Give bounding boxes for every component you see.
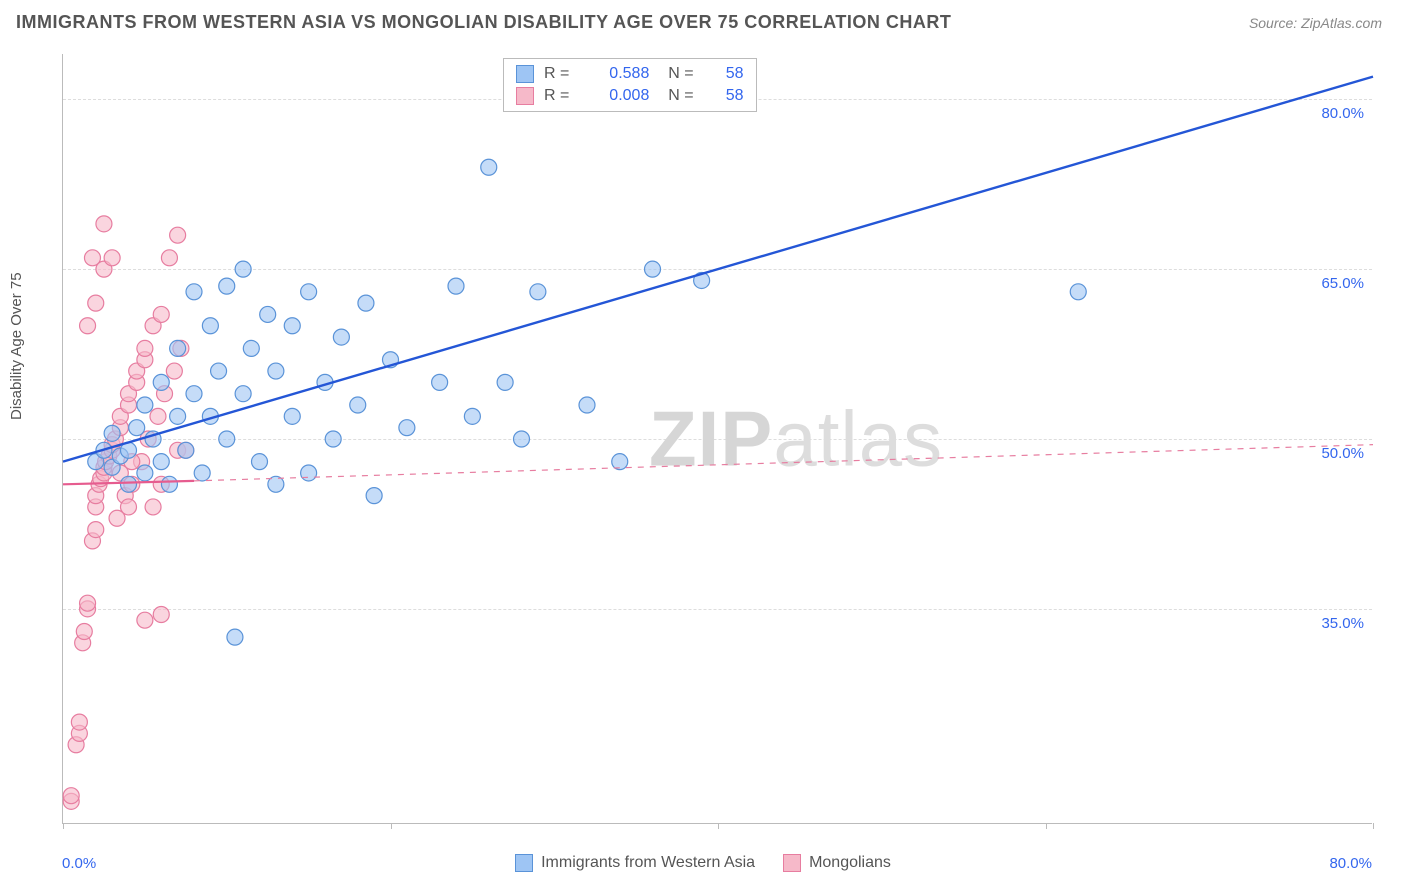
point-blue: [301, 465, 317, 481]
chart-container: Disability Age Over 75 ZIPatlas R = 0.58…: [16, 50, 1390, 870]
point-blue: [137, 397, 153, 413]
point-blue: [202, 318, 218, 334]
chart-title: IMMIGRANTS FROM WESTERN ASIA VS MONGOLIA…: [16, 12, 951, 33]
point-pink: [153, 306, 169, 322]
point-blue: [252, 454, 268, 470]
point-blue: [153, 374, 169, 390]
point-pink: [121, 499, 137, 515]
regression-blue: [63, 77, 1373, 462]
y-tick-label: 35.0%: [1321, 615, 1364, 632]
point-pink: [71, 714, 87, 730]
point-blue: [153, 454, 169, 470]
point-blue: [219, 278, 235, 294]
point-pink: [166, 363, 182, 379]
point-pink: [145, 499, 161, 515]
point-blue: [366, 488, 382, 504]
legend-label: Immigrants from Western Asia: [541, 854, 755, 872]
point-blue: [448, 278, 464, 294]
point-blue: [530, 284, 546, 300]
point-pink: [80, 318, 96, 334]
point-blue: [358, 295, 374, 311]
point-pink: [63, 788, 79, 804]
legend-label: Mongolians: [809, 854, 891, 872]
point-blue: [194, 465, 210, 481]
point-blue: [129, 420, 145, 436]
point-blue: [219, 431, 235, 447]
legend-swatch: [783, 854, 801, 872]
point-blue: [325, 431, 341, 447]
point-blue: [432, 374, 448, 390]
legend-swatch: [515, 854, 533, 872]
point-blue: [104, 425, 120, 441]
regression-pink-dash: [194, 445, 1373, 481]
point-blue: [211, 363, 227, 379]
point-blue: [497, 374, 513, 390]
y-axis-label: Disability Age Over 75: [8, 272, 25, 420]
point-blue: [333, 329, 349, 345]
x-tick: [1373, 823, 1374, 829]
legend-item: Immigrants from Western Asia: [515, 854, 755, 872]
point-blue: [186, 386, 202, 402]
y-tick-label: 65.0%: [1321, 275, 1364, 292]
point-blue: [186, 284, 202, 300]
point-pink: [104, 250, 120, 266]
point-blue: [645, 261, 661, 277]
point-pink: [96, 216, 112, 232]
y-tick-label: 80.0%: [1321, 105, 1364, 122]
scatter-svg: [63, 54, 1372, 823]
point-blue: [579, 397, 595, 413]
y-tick-label: 50.0%: [1321, 445, 1364, 462]
point-blue: [268, 363, 284, 379]
legend-item: Mongolians: [783, 854, 891, 872]
x-tick: [391, 823, 392, 829]
point-blue: [301, 284, 317, 300]
point-blue: [243, 340, 259, 356]
point-blue: [137, 465, 153, 481]
x-tick: [718, 823, 719, 829]
point-blue: [121, 476, 137, 492]
point-pink: [76, 624, 92, 640]
point-pink: [88, 522, 104, 538]
x-tick: [1046, 823, 1047, 829]
point-pink: [150, 408, 166, 424]
point-blue: [1070, 284, 1086, 300]
point-blue: [235, 261, 251, 277]
point-pink: [137, 612, 153, 628]
point-blue: [464, 408, 480, 424]
point-blue: [170, 408, 186, 424]
point-blue: [161, 476, 177, 492]
point-blue: [170, 340, 186, 356]
point-pink: [88, 295, 104, 311]
point-pink: [153, 607, 169, 623]
point-pink: [161, 250, 177, 266]
point-blue: [235, 386, 251, 402]
point-blue: [260, 306, 276, 322]
point-blue: [481, 159, 497, 175]
point-pink: [137, 340, 153, 356]
point-blue: [399, 420, 415, 436]
point-pink: [84, 250, 100, 266]
point-blue: [284, 408, 300, 424]
point-blue: [514, 431, 530, 447]
point-pink: [80, 595, 96, 611]
point-pink: [170, 227, 186, 243]
point-blue: [178, 442, 194, 458]
source-attribution: Source: ZipAtlas.com: [1249, 15, 1382, 31]
plot-area: ZIPatlas R = 0.588 N = 58R = 0.008 N = 5…: [62, 54, 1372, 824]
x-tick: [63, 823, 64, 829]
point-blue: [227, 629, 243, 645]
point-blue: [350, 397, 366, 413]
series-legend: Immigrants from Western Asia Mongolians: [16, 854, 1390, 872]
point-blue: [284, 318, 300, 334]
